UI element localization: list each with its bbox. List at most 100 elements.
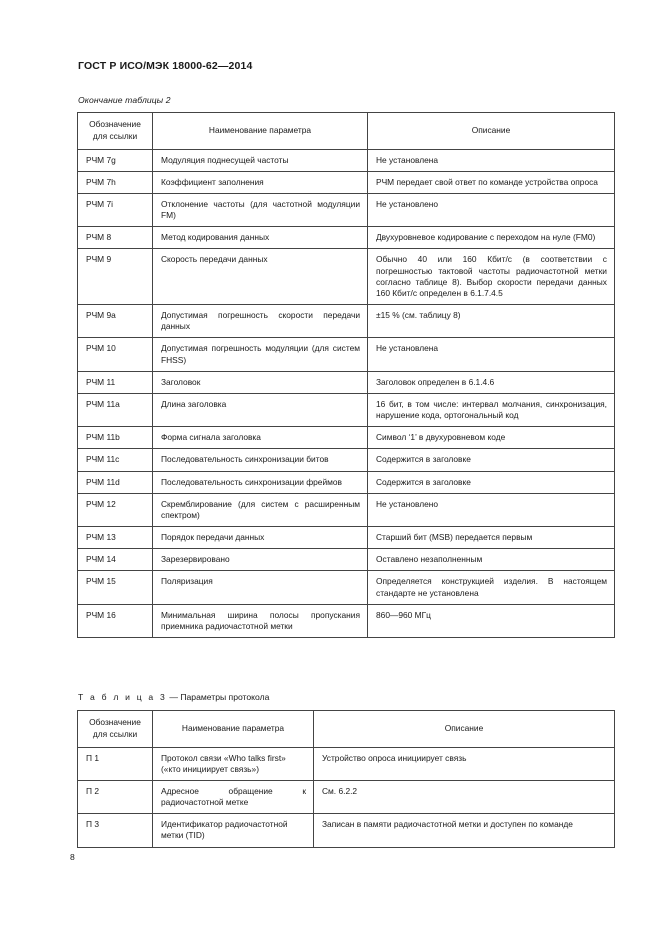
- cell-description: Оставлено незаполненным: [367, 548, 615, 572]
- cell-reference: РЧМ 11d: [77, 470, 153, 494]
- cell-parameter: Идентификатор радиочастотной метки (TID): [152, 813, 314, 848]
- column-header-description: Описание: [367, 112, 615, 150]
- cell-parameter: Протокол связи «Who talks first» («кто и…: [152, 746, 314, 781]
- cell-parameter: Порядок передачи данных: [152, 526, 368, 550]
- table-row: РЧМ 11c Последовательность синхронизации…: [77, 448, 615, 472]
- cell-description: Устройство опроса инициирует связь: [313, 746, 615, 781]
- cell-description: Не установлена: [367, 148, 615, 172]
- table-row: РЧМ 10 Допустимая погрешность модуляции …: [77, 337, 615, 372]
- cell-reference: РЧМ 7i: [77, 192, 153, 228]
- cell-parameter: Последовательность синхронизации фреймов: [152, 470, 368, 494]
- cell-description: См. 6.2.2: [313, 779, 615, 815]
- cell-parameter: Отклонение частоты (для частотной модуля…: [152, 192, 368, 228]
- cell-parameter: Последовательность синхронизации битов: [152, 448, 368, 472]
- table-3-caption-label: Т а б л и ц а 3: [78, 692, 167, 702]
- cell-reference: РЧМ 9: [77, 248, 153, 306]
- cell-description: Не установлено: [367, 492, 615, 528]
- table-3-caption: Т а б л и ц а 3 — Параметры протокола: [78, 692, 269, 702]
- table-header-row: Обозначение для ссылки Наименование пара…: [77, 710, 615, 748]
- table-proto-body: П 1 Протокол связи «Who talks first» («к…: [77, 746, 615, 848]
- cell-description: 16 бит, в том числе: интервал молчания, …: [367, 392, 615, 428]
- table-3-caption-title: — Параметры протокола: [166, 692, 270, 702]
- cell-reference: П 2: [77, 779, 153, 815]
- cell-description: Символ ‘1’ в двухуровневом коде: [367, 426, 615, 450]
- table-proto-head: Обозначение для ссылки Наименование пара…: [77, 710, 615, 748]
- column-header-reference-line2: для ссылки: [92, 728, 138, 739]
- table-row: РЧМ 7h Коэффициент заполнения РЧМ переда…: [77, 170, 615, 194]
- column-header-reference: Обозначение для ссылки: [77, 112, 153, 150]
- cell-reference: РЧМ 8: [77, 226, 153, 250]
- column-header-description-line1: Описание: [444, 722, 484, 733]
- table-row: РЧМ 11b Форма сигнала заголовка Символ ‘…: [77, 426, 615, 450]
- column-header-parameter: Наименование параметра: [152, 710, 314, 748]
- cell-reference: РЧМ 11a: [77, 392, 153, 428]
- table-row: РЧМ 9a Допустимая погрешность скорости п…: [77, 304, 615, 339]
- column-header-description-line1: Описание: [471, 124, 511, 135]
- cell-parameter: Минимальная ширина полосы пропускания пр…: [152, 603, 368, 639]
- cell-reference: П 1: [77, 746, 153, 781]
- table-row: РЧМ 12 Скремблирование (для систем с рас…: [77, 492, 615, 528]
- cell-reference: РЧМ 9a: [77, 304, 153, 339]
- cell-reference: РЧМ 10: [77, 337, 153, 372]
- cell-parameter: Допустимая погрешность скорости передачи…: [152, 304, 368, 339]
- column-header-parameter-line1: Наименование параметра: [181, 722, 285, 733]
- document-header: ГОСТ Р ИСО/МЭК 18000-62—2014: [78, 60, 253, 72]
- cell-parameter: Скремблирование (для систем с расширенны…: [152, 492, 368, 528]
- cell-parameter: Скорость передачи данных: [152, 248, 368, 306]
- cell-parameter: Поляризация: [152, 570, 368, 605]
- column-header-parameter-line1: Наименование параметра: [208, 124, 312, 135]
- cell-description: Обычно 40 или 160 Кбит/с (в соответствии…: [367, 248, 615, 306]
- table-row: РЧМ 8 Метод кодирования данных Двухуровн…: [77, 226, 615, 250]
- cell-reference: РЧМ 15: [77, 570, 153, 605]
- cell-description: Старший бит (MSB) передается первым: [367, 526, 615, 550]
- cell-description: Содержится в заголовке: [367, 470, 615, 494]
- cell-description: Не установлено: [367, 192, 615, 228]
- column-header-description: Описание: [313, 710, 615, 748]
- cell-parameter: Допустимая погрешность модуляции (для си…: [152, 337, 368, 372]
- cell-reference: РЧМ 7h: [77, 170, 153, 194]
- column-header-reference-line1: Обозначение: [89, 119, 141, 129]
- cell-reference: РЧМ 12: [77, 492, 153, 528]
- cell-reference: РЧМ 13: [77, 526, 153, 550]
- cell-parameter: Адресное обращение к радиочастотной метк…: [152, 779, 314, 815]
- column-header-reference-line1: Обозначение: [89, 717, 141, 727]
- table-rfm-body: РЧМ 7g Модуляция поднесущей частоты Не у…: [77, 148, 615, 639]
- cell-parameter: Заголовок: [152, 370, 368, 394]
- table-row: РЧМ 11d Последовательность синхронизации…: [77, 470, 615, 494]
- column-header-parameter: Наименование параметра: [152, 112, 368, 150]
- column-header-reference: Обозначение для ссылки: [77, 710, 153, 748]
- cell-reference: РЧМ 14: [77, 548, 153, 572]
- table-row: П 1 Протокол связи «Who talks first» («к…: [77, 746, 615, 781]
- cell-description: Заголовок определен в 6.1.4.6: [367, 370, 615, 394]
- cell-reference: РЧМ 16: [77, 603, 153, 639]
- table-row: РЧМ 13 Порядок передачи данных Старший б…: [77, 526, 615, 550]
- cell-parameter: Длина заголовка: [152, 392, 368, 428]
- cell-description: ±15 % (см. таблицу 8): [367, 304, 615, 339]
- cell-description: Содержится в заголовке: [367, 448, 615, 472]
- cell-reference: РЧМ 11b: [77, 426, 153, 450]
- table-row: РЧМ 11 Заголовок Заголовок определен в 6…: [77, 370, 615, 394]
- table-protocol-parameters: Обозначение для ссылки Наименование пара…: [77, 710, 615, 848]
- table-row: П 3 Идентификатор радиочастотной метки (…: [77, 813, 615, 848]
- cell-description: Не установлена: [367, 337, 615, 372]
- cell-reference: РЧМ 11c: [77, 448, 153, 472]
- table-rfm-parameters: Обозначение для ссылки Наименование пара…: [77, 112, 615, 639]
- column-header-reference-line2: для ссылки: [92, 130, 138, 141]
- page-number: 8: [70, 852, 75, 862]
- table-2-caption: Окончание таблицы 2: [78, 95, 171, 105]
- cell-parameter: Коэффициент заполнения: [152, 170, 368, 194]
- cell-reference: РЧМ 11: [77, 370, 153, 394]
- table-row: РЧМ 16 Минимальная ширина полосы пропуск…: [77, 603, 615, 639]
- table-rfm-head: Обозначение для ссылки Наименование пара…: [77, 112, 615, 150]
- cell-description: 860—960 МГц: [367, 603, 615, 639]
- table-header-row: Обозначение для ссылки Наименование пара…: [77, 112, 615, 150]
- cell-parameter: Метод кодирования данных: [152, 226, 368, 250]
- table-row: РЧМ 9 Скорость передачи данных Обычно 40…: [77, 248, 615, 306]
- table-row: РЧМ 11a Длина заголовка 16 бит, в том чи…: [77, 392, 615, 428]
- table-row: РЧМ 7i Отклонение частоты (для частотной…: [77, 192, 615, 228]
- table-row: РЧМ 15 Поляризация Определяется конструк…: [77, 570, 615, 605]
- table-row: РЧМ 14 Зарезервировано Оставлено незапол…: [77, 548, 615, 572]
- cell-reference: РЧМ 7g: [77, 148, 153, 172]
- table-row: П 2 Адресное обращение к радиочастотной …: [77, 779, 615, 815]
